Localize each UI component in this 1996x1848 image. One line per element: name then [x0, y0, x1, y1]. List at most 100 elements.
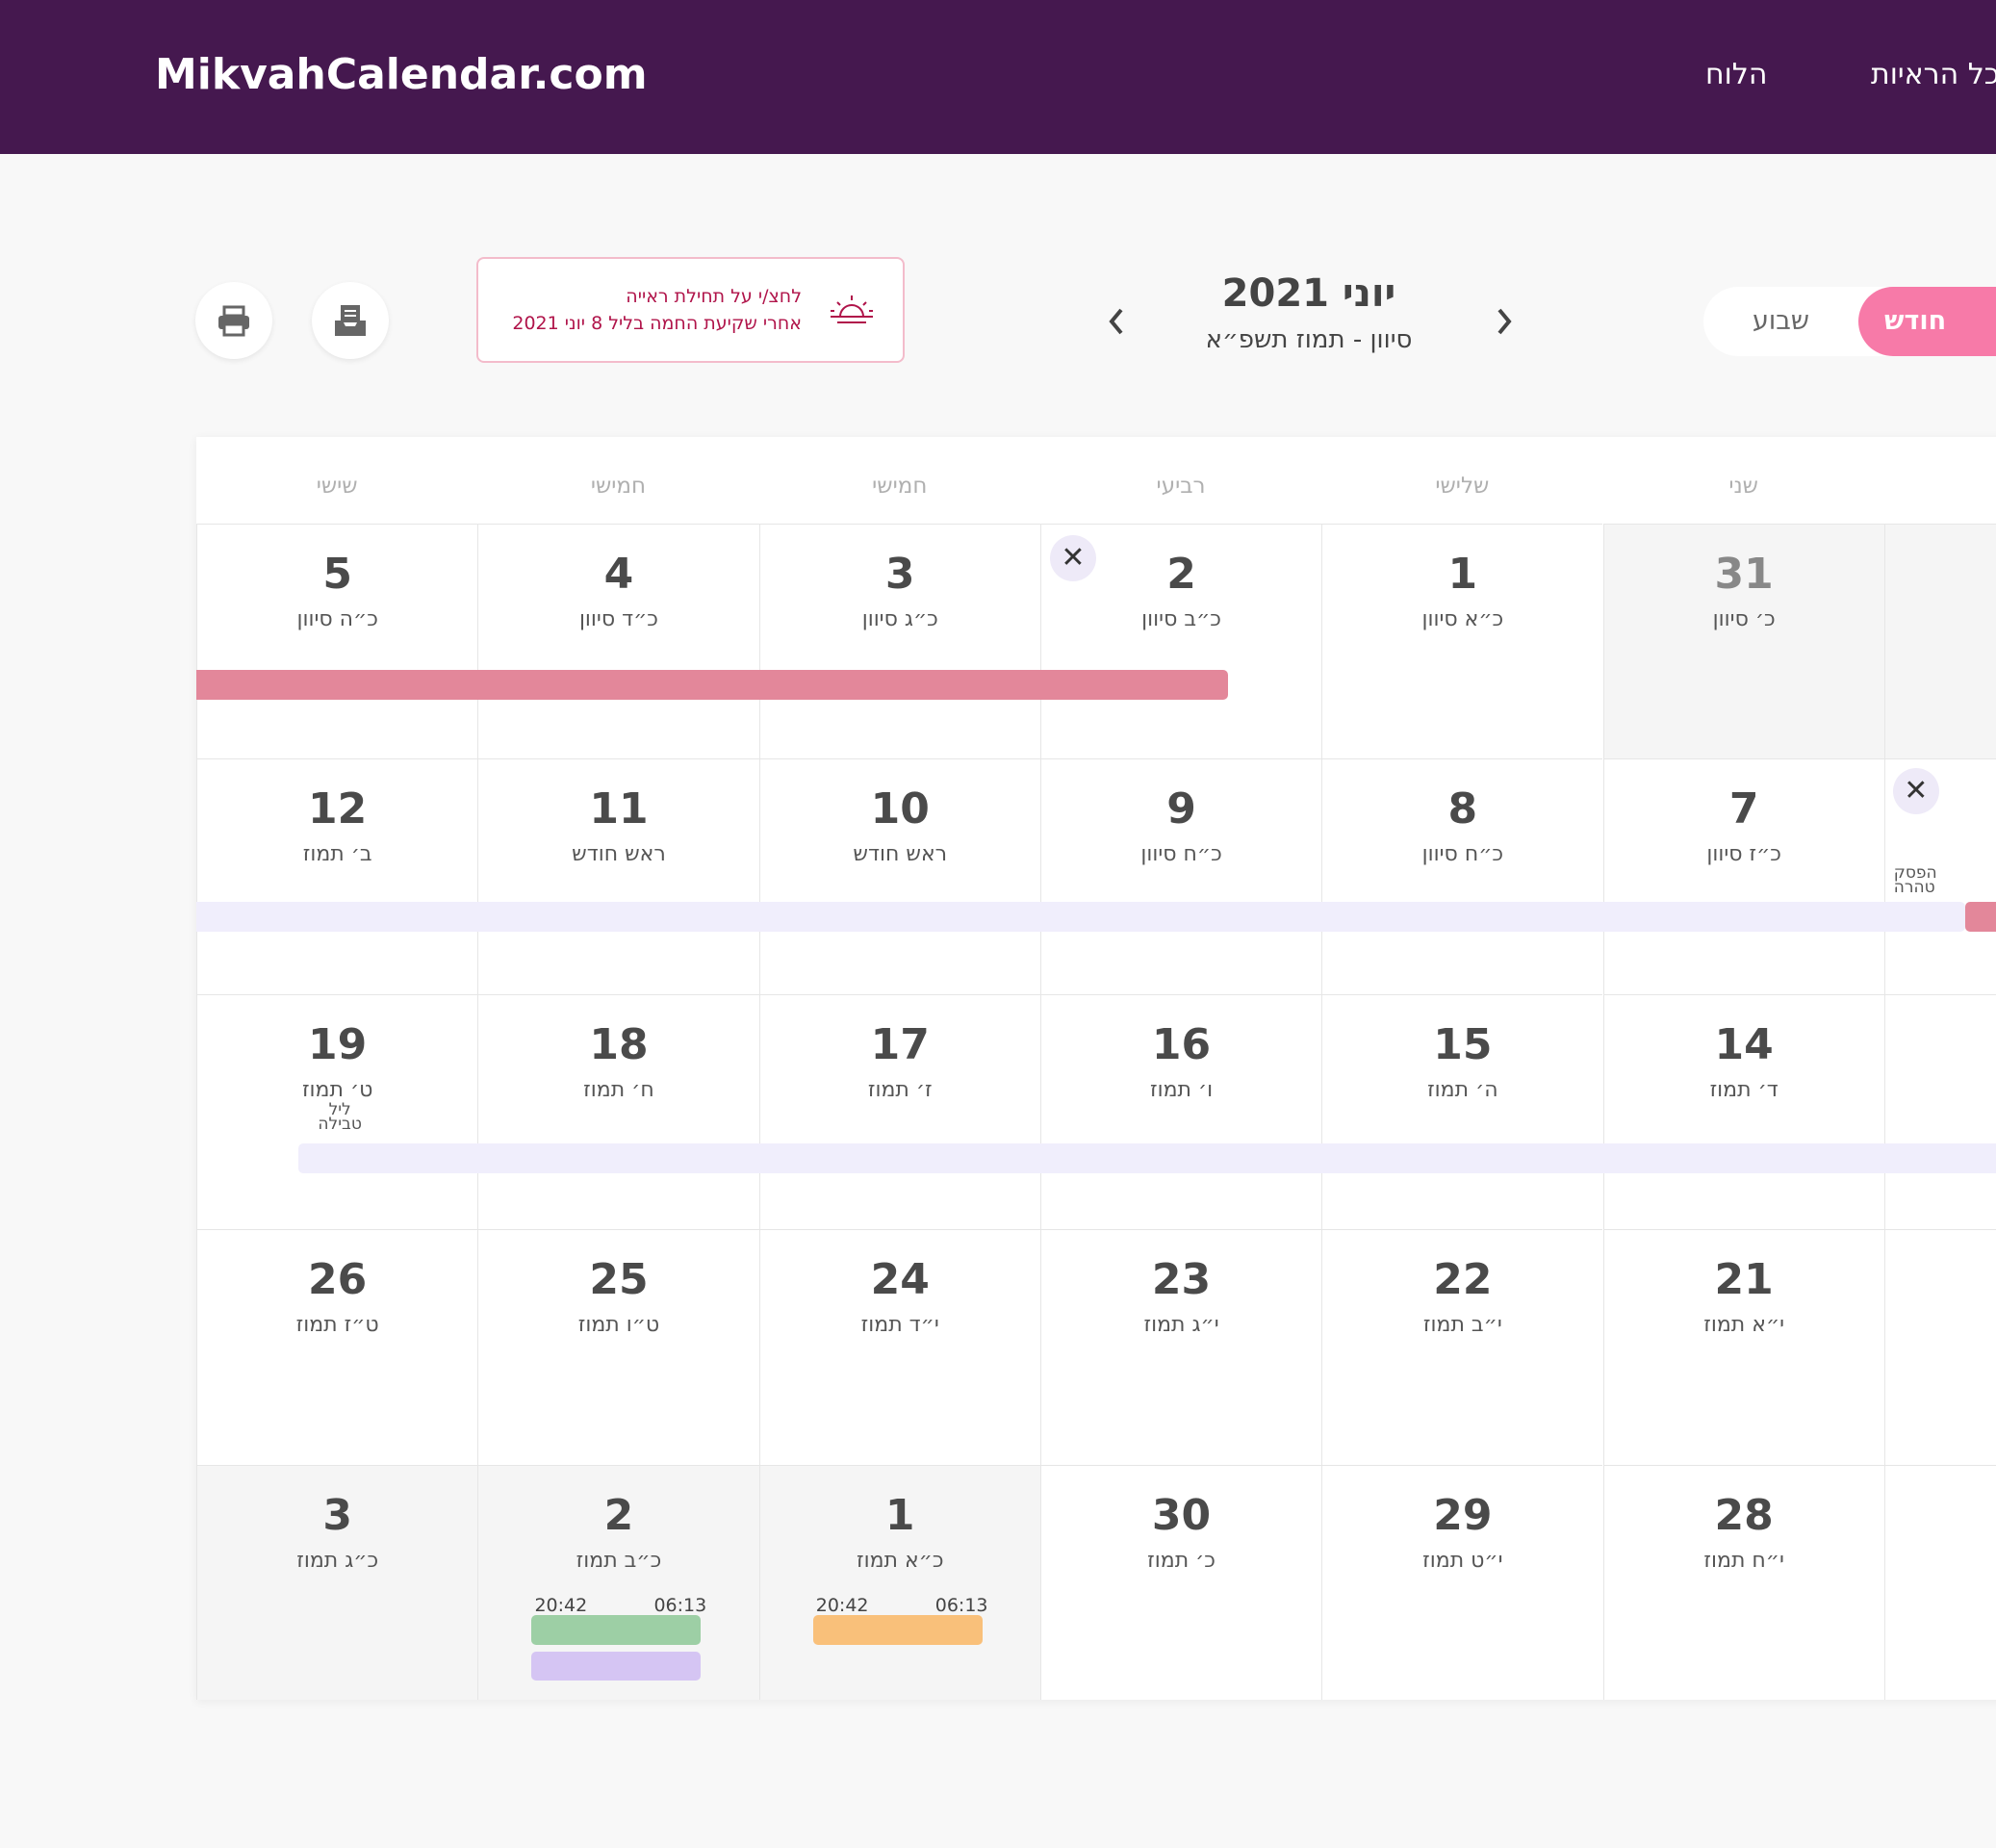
hebrew-date: כ׳ סיוון [1712, 607, 1776, 631]
remove-button[interactable]: ✕ [1892, 768, 1939, 815]
day-number: 23 [1151, 1255, 1212, 1305]
day-cell[interactable]: 11 ראש חודש [477, 758, 759, 994]
hebrew-date: כ״א סיוון [1421, 607, 1504, 631]
day-cell[interactable]: 14 ד׳ תמוז [1602, 993, 1884, 1230]
day-cell[interactable]: 7 כ״ז סיוון [1602, 758, 1884, 994]
day-cell[interactable]: 30 כ׳ תמוז [1039, 1464, 1322, 1700]
day-cell[interactable]: 25 ט״ו תמוז [477, 1229, 759, 1465]
notice-box[interactable]: לחצ/י על תחילת ראייה אחרי שקיעת החמה בלי… [476, 257, 905, 363]
print-icon [218, 305, 249, 337]
event-bar [531, 1615, 701, 1645]
hebrew-date: י״ח תמוז [1703, 1548, 1784, 1573]
day-cell[interactable]: 16 ו׳ תמוז [1039, 993, 1322, 1230]
view-toggle: חודש שבוע [1703, 287, 1996, 356]
hebrew-date: כ״א תמוז [856, 1548, 944, 1573]
day-cell[interactable]: 28 י״ח תמוז [1602, 1464, 1884, 1700]
day-cell[interactable]: 1 כ״א תמוז 06:13 20:42 [758, 1464, 1040, 1700]
notice-text: אחרי שקיעת החמה בליל 8 יוני 2021 [512, 313, 802, 334]
day-number: 11 [589, 784, 649, 834]
hebrew-date: י״ג תמוז [1143, 1313, 1219, 1338]
hebrew-date: כ״ב סיוון [1141, 607, 1221, 631]
day-cell[interactable]: 9 כ״ח סיוון [1039, 758, 1322, 994]
hebrew-date: כ״ג תמוז [296, 1548, 379, 1573]
weekday-label: שלישי [1435, 474, 1490, 499]
day-cell[interactable]: 31 כ׳ סיוון [1602, 524, 1884, 759]
day-cell[interactable]: 18 ח׳ תמוז [477, 993, 759, 1230]
day-cell[interactable]: 29 י״ט תמוז [1321, 1464, 1603, 1700]
hebrew-date: כ״ד סיוון [578, 607, 658, 631]
day-cell[interactable]: 17 ז׳ תמוז [758, 993, 1040, 1230]
logo[interactable]: MikvahCalendar.com [155, 50, 648, 99]
day-number: 9 [1166, 784, 1196, 834]
day-cell[interactable]: 1 כ״א סיוון [1321, 524, 1603, 759]
sunrise-time: 06:13 [934, 1594, 988, 1616]
day-number: 28 [1714, 1490, 1774, 1540]
header: MikvahCalendar.com הלוח כל הראיות [0, 0, 1996, 154]
day-cell[interactable]: 10 ראש חודש [758, 758, 1040, 994]
day-number: 18 [589, 1019, 649, 1069]
view-button[interactable]: שבוע [1753, 306, 1809, 336]
day-number: 12 [308, 784, 368, 834]
hebrew-date: כ״ח סיוון [1140, 842, 1222, 867]
day-cell[interactable]: 12 ב׳ תמוז [196, 758, 478, 994]
view-button[interactable]: חודש [1884, 306, 1947, 336]
hebrew-date: ראש חודש [853, 842, 948, 867]
day-cell [1883, 993, 1996, 1230]
hebrew-date: כ׳ תמוז [1147, 1548, 1216, 1573]
day-cell[interactable]: 3 כ״ג תמוז [196, 1464, 478, 1700]
event-bar [196, 902, 1965, 932]
day-number: 26 [308, 1255, 368, 1305]
day-number: 22 [1433, 1255, 1493, 1305]
day-number: 24 [870, 1255, 930, 1305]
day-number: 1 [1447, 550, 1478, 599]
calendar: שני שלישי רביעי חמישי חמישי שישי 31 כ׳ סיוון 1 כ״… [196, 437, 1996, 1700]
nav-link[interactable]: הלוח [1705, 58, 1768, 91]
day-cell[interactable]: 24 י״ד תמוז [758, 1229, 1040, 1465]
hebrew-date: ד׳ תמוז [1709, 1077, 1778, 1102]
day-number: 25 [589, 1255, 649, 1305]
day-number: 8 [1447, 784, 1478, 834]
sunset-time: 20:42 [815, 1594, 869, 1616]
hebrew-date: ט״ז תמוז [295, 1313, 379, 1338]
sunset-time: 20:42 [534, 1594, 588, 1616]
day-cell[interactable]: 15 ה׳ תמוז [1321, 993, 1603, 1230]
day-cell[interactable]: 26 ט״ז תמוז [196, 1229, 478, 1465]
hebrew-date: כ״ג סיוון [861, 607, 938, 631]
day-cell [1883, 524, 1996, 759]
day-cell[interactable]: 4 כ״ד סיוון [477, 524, 759, 759]
hebrew-date: ו׳ תמוז [1149, 1077, 1214, 1102]
hebrew-date: ט״ו תמוז [577, 1313, 660, 1338]
hebrew-date: כ״ז סיוון [1706, 842, 1781, 867]
notice-text: לחצ/י על תחילת ראייה [626, 286, 802, 307]
prev-arrow[interactable] [1105, 306, 1128, 337]
day-number: 19 [308, 1019, 368, 1069]
weekday-label: שישי [316, 474, 358, 499]
day-number: 30 [1151, 1490, 1212, 1540]
day-number: 21 [1714, 1255, 1774, 1305]
day-number: 15 [1433, 1019, 1493, 1069]
event-bar [1965, 902, 1996, 932]
day-number: 1 [884, 1490, 915, 1540]
email-button[interactable] [312, 282, 389, 359]
weekday-label: חמישי [590, 474, 647, 499]
nav-link[interactable]: כל הראיות [1871, 58, 1996, 91]
remove-button[interactable]: ✕ [1049, 535, 1096, 581]
next-arrow[interactable] [1493, 306, 1516, 337]
day-cell[interactable]: 2 כ״ב תמוז 06:13 20:42 [477, 1464, 759, 1700]
day-cell[interactable]: 5 כ״ה סיוון [196, 524, 478, 759]
day-number: 4 [603, 550, 634, 599]
day-cell[interactable]: 8 כ״ח סיוון [1321, 758, 1603, 994]
day-cell[interactable]: 23 י״ג תמוז [1039, 1229, 1322, 1465]
event-bar [298, 1143, 1996, 1173]
day-number: 2 [1166, 550, 1196, 599]
day-cell[interactable]: 3 כ״ג סיוון [758, 524, 1040, 759]
event-bar [531, 1652, 701, 1681]
day-cell[interactable]: 22 י״ב תמוז [1321, 1229, 1603, 1465]
weekday-label: חמישי [872, 474, 928, 499]
print-button[interactable] [195, 282, 272, 359]
event-bar [196, 670, 1228, 700]
hebrew-date: ה׳ תמוז [1427, 1077, 1498, 1102]
day-cell[interactable]: 19 ט׳ תמוז ליל טבילה [196, 993, 478, 1230]
day-cell[interactable]: 21 י״א תמוז [1602, 1229, 1884, 1465]
